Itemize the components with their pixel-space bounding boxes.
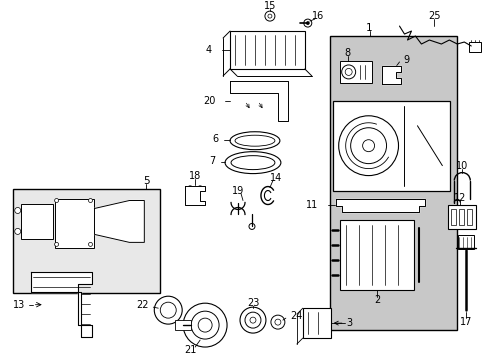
Circle shape	[267, 14, 271, 18]
Text: 8: 8	[344, 48, 350, 58]
Circle shape	[338, 116, 398, 176]
Text: 17: 17	[459, 317, 471, 327]
Bar	[458, 210, 463, 225]
Text: 10: 10	[455, 161, 468, 171]
Circle shape	[345, 68, 351, 75]
Circle shape	[305, 22, 308, 24]
Text: 11: 11	[305, 201, 317, 211]
Circle shape	[198, 185, 202, 190]
Circle shape	[88, 242, 92, 246]
Circle shape	[183, 303, 226, 347]
Polygon shape	[31, 272, 92, 337]
Circle shape	[303, 19, 311, 27]
Text: 2: 2	[373, 295, 380, 305]
Bar	[468, 42, 480, 52]
Text: 4: 4	[205, 45, 212, 55]
Bar	[20, 203, 53, 239]
Text: 16: 16	[311, 11, 323, 21]
Circle shape	[244, 312, 261, 328]
Polygon shape	[185, 185, 204, 206]
Text: 15: 15	[263, 1, 276, 11]
Text: 7: 7	[208, 156, 215, 166]
Circle shape	[198, 318, 212, 332]
Text: 3: 3	[346, 318, 352, 328]
Circle shape	[270, 315, 285, 329]
Circle shape	[160, 302, 176, 318]
Circle shape	[88, 198, 92, 203]
Bar	[55, 198, 94, 248]
Circle shape	[341, 65, 355, 79]
Ellipse shape	[229, 132, 279, 150]
Polygon shape	[381, 66, 401, 84]
Circle shape	[248, 224, 254, 229]
Polygon shape	[335, 198, 425, 212]
Text: 24: 24	[289, 311, 302, 321]
Circle shape	[249, 317, 255, 323]
Ellipse shape	[230, 156, 274, 170]
Circle shape	[15, 229, 20, 234]
Bar	[339, 61, 371, 83]
Bar	[450, 210, 455, 225]
Circle shape	[350, 128, 386, 164]
Circle shape	[15, 207, 20, 213]
Text: 20: 20	[203, 96, 216, 106]
Text: 5: 5	[142, 176, 149, 185]
Bar	[457, 235, 473, 249]
Text: 18: 18	[189, 171, 201, 181]
Bar	[332, 101, 449, 190]
Ellipse shape	[224, 152, 280, 174]
Text: 21: 21	[183, 345, 196, 355]
Circle shape	[188, 185, 192, 190]
Circle shape	[55, 242, 59, 246]
Text: 25: 25	[427, 11, 440, 21]
Text: 22: 22	[136, 300, 148, 310]
Text: 23: 23	[246, 298, 259, 308]
Bar	[467, 210, 471, 225]
Bar	[302, 308, 330, 338]
Circle shape	[55, 198, 59, 203]
Circle shape	[154, 296, 182, 324]
Bar	[229, 31, 304, 69]
Circle shape	[191, 311, 219, 339]
Ellipse shape	[235, 135, 274, 146]
Polygon shape	[94, 201, 144, 242]
Text: 6: 6	[211, 134, 218, 144]
Text: 19: 19	[231, 185, 244, 195]
Circle shape	[274, 319, 280, 325]
Bar	[13, 189, 160, 293]
Bar	[329, 36, 456, 330]
Text: 13: 13	[14, 300, 26, 310]
Bar	[175, 320, 191, 330]
Circle shape	[362, 140, 374, 152]
Circle shape	[240, 307, 265, 333]
Bar	[447, 206, 475, 229]
Text: 12: 12	[453, 193, 466, 203]
Text: 1: 1	[366, 23, 372, 33]
Bar	[339, 220, 414, 290]
Text: 14: 14	[269, 172, 282, 183]
Circle shape	[264, 11, 274, 21]
Polygon shape	[229, 81, 287, 121]
Text: 9: 9	[403, 55, 409, 65]
